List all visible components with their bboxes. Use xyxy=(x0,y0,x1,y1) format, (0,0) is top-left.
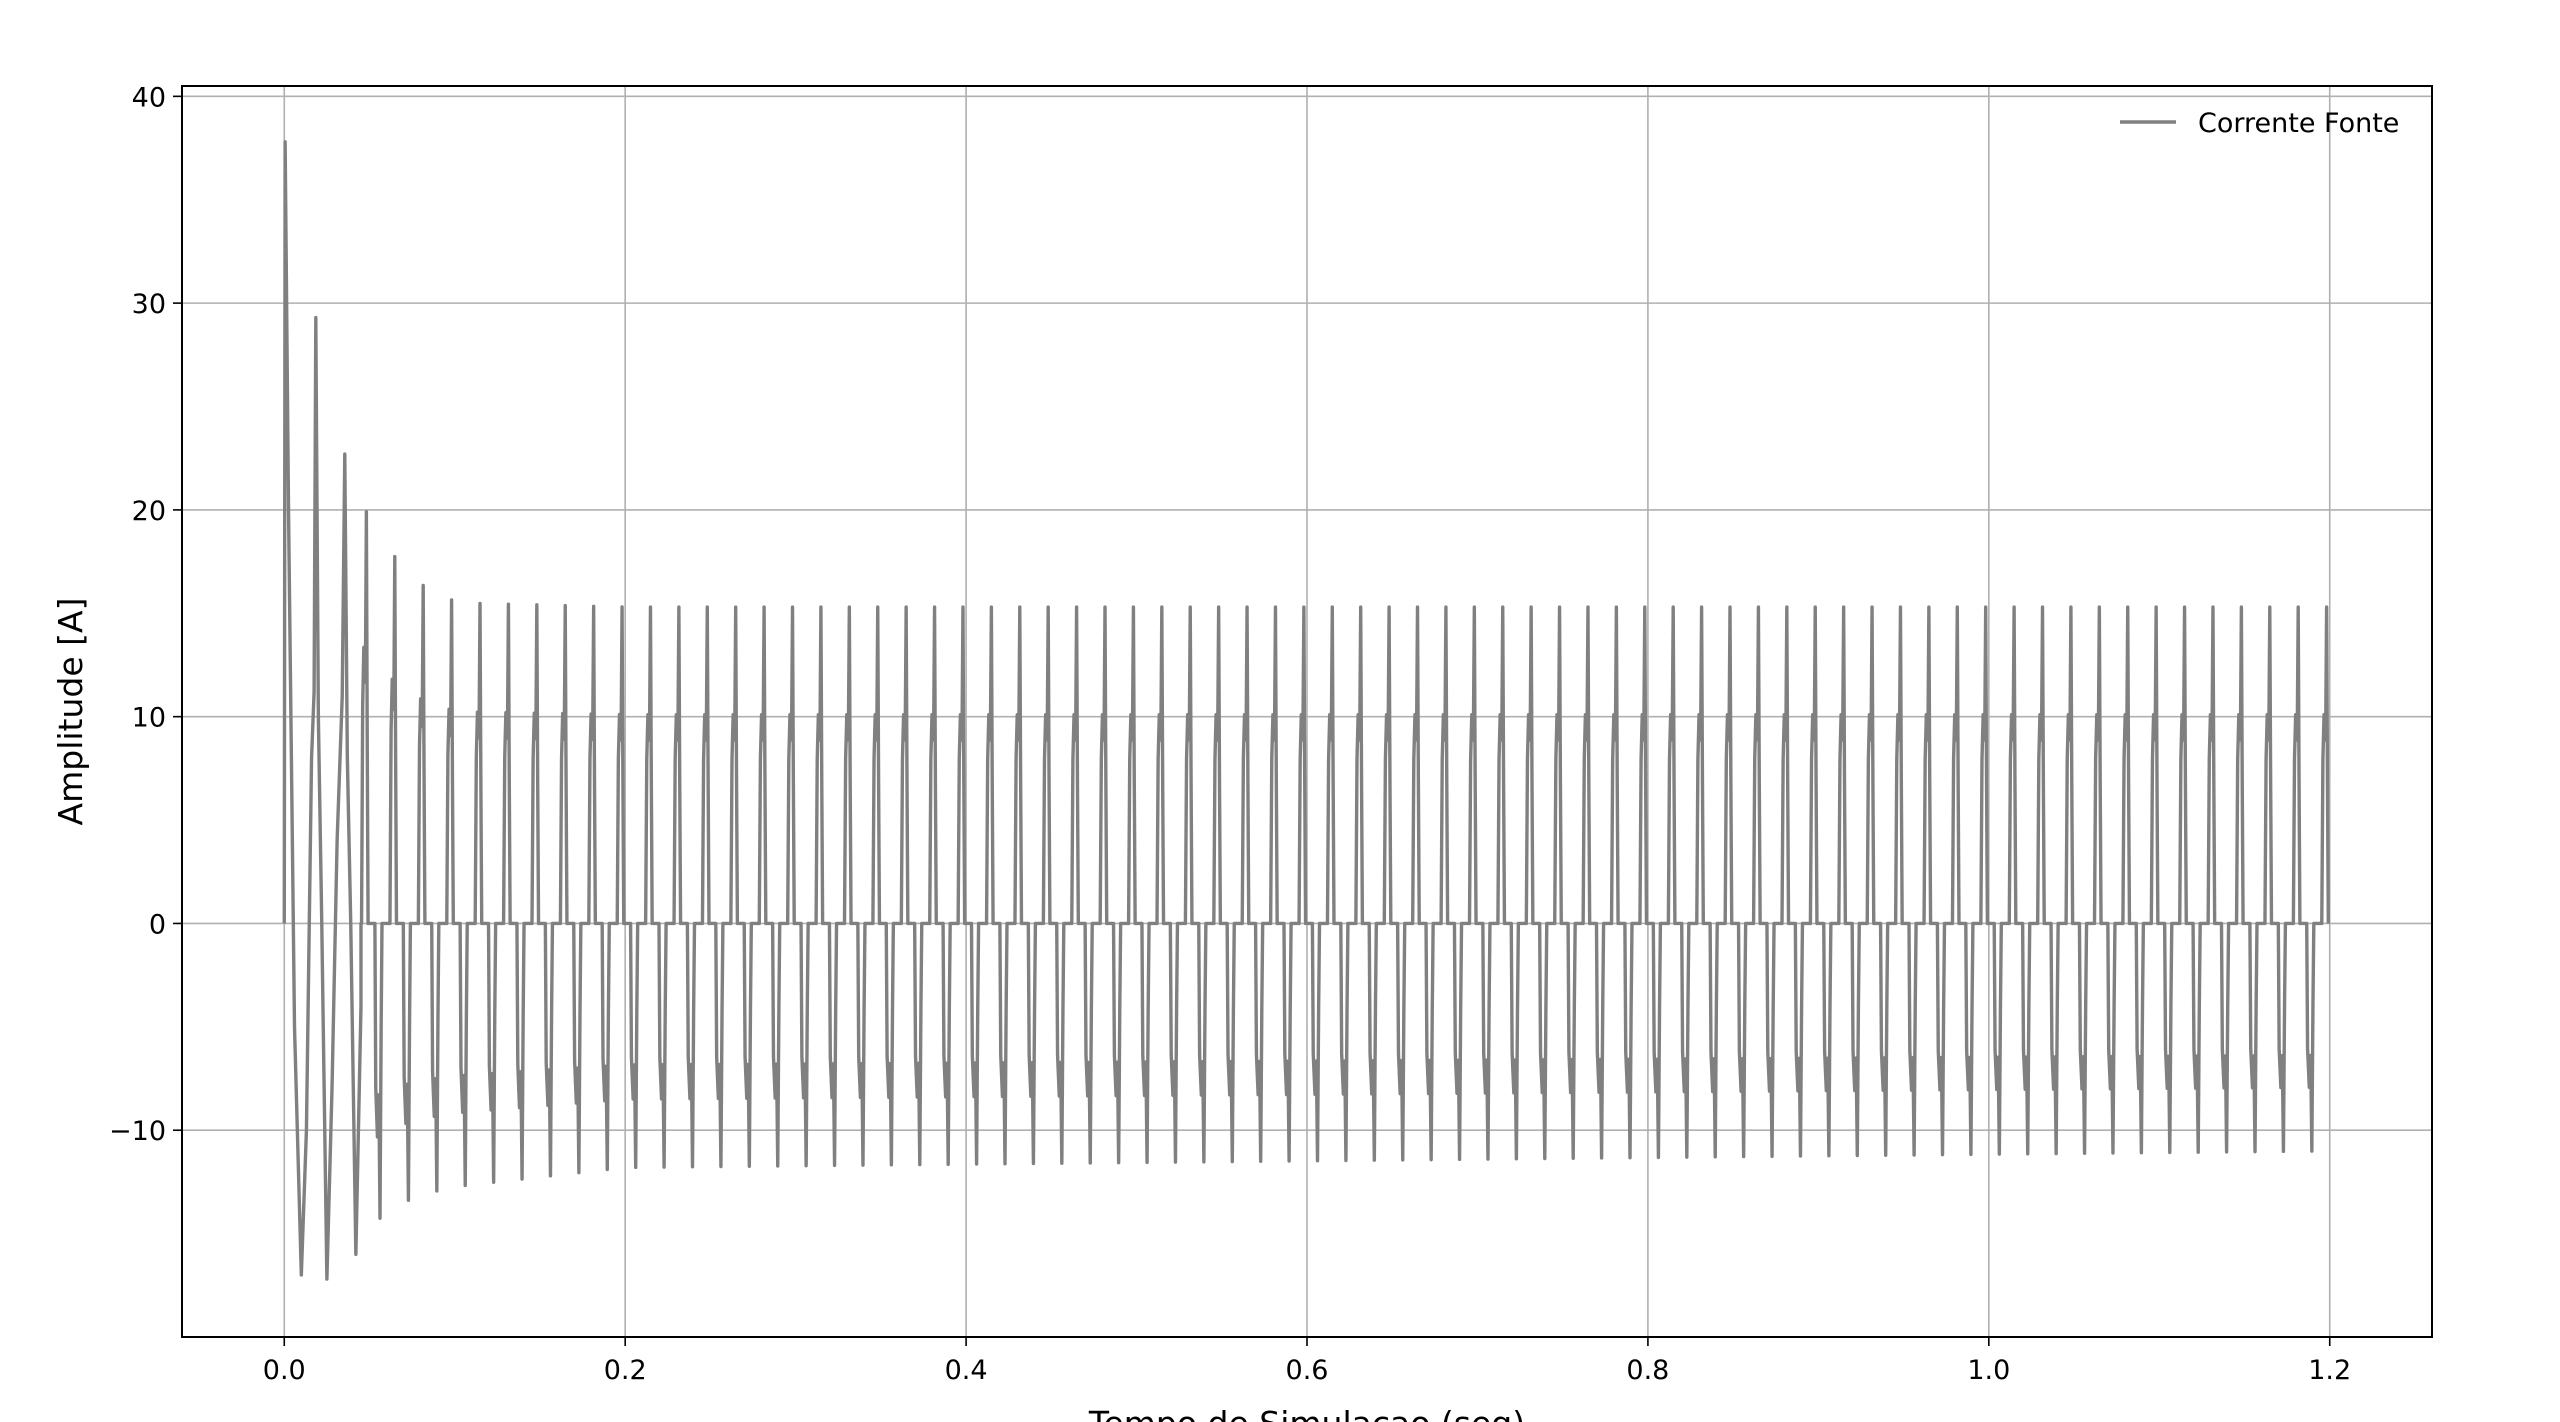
legend: Corrente Fonte xyxy=(2120,108,2399,139)
plot-area xyxy=(282,140,2331,1281)
y-tick-label: −10 xyxy=(109,1116,166,1147)
x-tick-label: 0.8 xyxy=(1626,1355,1669,1386)
y-axis: −10 0 10 20 30 40 xyxy=(109,82,182,1147)
y-tick-label: 30 xyxy=(132,289,166,320)
legend-entry: Corrente Fonte xyxy=(2198,108,2399,139)
y-tick-label: 20 xyxy=(132,496,166,527)
x-tick-label: 0.6 xyxy=(1286,1355,1329,1386)
y-tick-label: 10 xyxy=(132,703,166,734)
x-tick-label: 0.2 xyxy=(604,1355,647,1386)
x-axis: 0.0 0.2 0.4 0.6 0.8 1.0 1.2 xyxy=(263,1337,2351,1386)
grid xyxy=(182,86,2432,1337)
y-tick-label: 40 xyxy=(132,82,166,113)
x-tick-label: 1.0 xyxy=(1967,1355,2010,1386)
x-tick-label: 0.0 xyxy=(263,1355,306,1386)
x-axis-label: Tempo de Simulacao (seg) xyxy=(1088,1404,1525,1422)
y-axis-label: Amplitude [A] xyxy=(51,598,90,826)
x-tick-label: 0.4 xyxy=(945,1355,988,1386)
y-tick-label: 0 xyxy=(149,909,166,940)
series-line-corrente-fonte xyxy=(282,140,2331,1281)
x-tick-label: 1.2 xyxy=(2308,1355,2351,1386)
